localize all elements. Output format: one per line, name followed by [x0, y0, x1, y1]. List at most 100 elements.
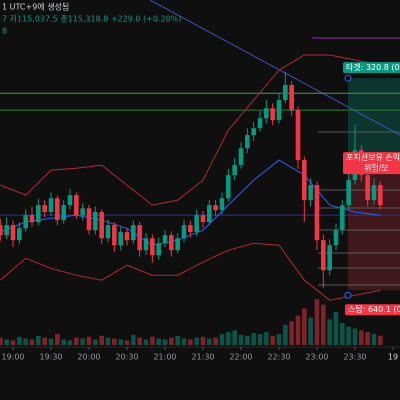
- volume-bar: [55, 334, 60, 345]
- candle-body: [257, 118, 263, 129]
- volume-bar: [314, 299, 320, 345]
- volume-bar: [289, 321, 294, 345]
- volume-bar: [194, 337, 199, 345]
- candle-body: [289, 85, 294, 111]
- volume-bar: [200, 336, 206, 345]
- candle-body: [143, 238, 149, 251]
- volume-bar: [302, 308, 307, 345]
- candle-body: [308, 185, 313, 201]
- volume-bar: [4, 339, 9, 345]
- volume-bar: [213, 337, 218, 345]
- candle-body: [112, 225, 117, 246]
- volume-bar: [99, 335, 104, 345]
- volume-bar: [156, 338, 161, 345]
- stop-handle: [344, 291, 352, 299]
- candle-body: [0, 225, 3, 236]
- candle-body: [86, 208, 92, 231]
- candle-body: [188, 225, 193, 233]
- candle-body: [181, 225, 187, 239]
- volume-bar: [219, 334, 225, 345]
- volume-bar: [131, 334, 136, 345]
- volume-bar: [169, 337, 174, 345]
- x-tick-label: 21:30: [191, 353, 214, 362]
- candle-body: [23, 215, 28, 229]
- candle-body: [371, 185, 377, 201]
- volume-bar: [36, 335, 41, 345]
- volume-bar: [264, 332, 269, 345]
- volume-bar: [86, 336, 92, 345]
- candle-body: [365, 175, 370, 201]
- candle-body: [302, 160, 307, 201]
- volume-bar: [226, 332, 231, 345]
- volume-bar: [143, 339, 149, 345]
- rr-label: 위험/보: [364, 164, 389, 173]
- candle-body: [283, 85, 288, 101]
- volume-bar: [124, 340, 130, 345]
- candle-body: [333, 230, 339, 246]
- volume-bar: [0, 337, 3, 345]
- candle-body: [232, 165, 237, 176]
- volume-bar: [188, 339, 193, 345]
- candle-body: [4, 225, 9, 236]
- candle-body: [169, 235, 174, 251]
- header-line1: 1 UTC+9에 생성됨: [2, 2, 69, 12]
- volume-bar: [29, 339, 35, 345]
- candle-body: [80, 208, 85, 216]
- volume-bar: [295, 315, 301, 345]
- x-tick-label: 19:00: [1, 353, 24, 362]
- volume-bar: [352, 328, 358, 345]
- target-label-box: [343, 62, 400, 74]
- volume-bar: [308, 317, 313, 345]
- candle-body: [67, 195, 73, 206]
- x-tick-label: 22:30: [267, 353, 290, 362]
- volume-bar: [238, 334, 244, 345]
- x-tick-label: 19: [388, 353, 398, 362]
- candle-body: [55, 198, 60, 221]
- candle-body: [276, 100, 282, 121]
- candle-body: [162, 235, 168, 244]
- volume-bar: [112, 338, 117, 345]
- candle-body: [378, 185, 383, 206]
- volume-bar: [371, 334, 377, 345]
- trend-line: [149, 0, 400, 136]
- x-tick-label: 22:00: [229, 353, 252, 362]
- candle-body: [207, 205, 212, 223]
- volume-bar: [251, 333, 256, 345]
- volume-bar: [276, 334, 282, 345]
- volume-bar: [359, 330, 364, 345]
- band-line: [0, 242, 381, 301]
- candle-body: [226, 175, 231, 199]
- target-handle: [344, 74, 352, 82]
- volume-bar: [333, 312, 339, 345]
- volume-bar: [270, 335, 275, 345]
- stop-label: 스탑: 640.1 (0.55%): [348, 305, 400, 314]
- candle-body: [99, 212, 104, 239]
- target-label: 타겟: 320.8 (0.28%): [346, 63, 400, 72]
- candle-body: [156, 243, 161, 256]
- volume-bar: [17, 336, 22, 345]
- target-zone: [348, 78, 400, 161]
- candle-body: [124, 232, 130, 241]
- volume-bar: [23, 338, 28, 345]
- candle-body: [219, 198, 225, 211]
- candle-body: [346, 180, 351, 206]
- volume-bar: [245, 335, 250, 345]
- candle-body: [42, 205, 47, 213]
- volume-bar: [283, 324, 288, 345]
- candle-body: [17, 228, 22, 241]
- volume-bar: [10, 340, 16, 345]
- candle-body: [340, 205, 345, 231]
- volume-bar: [93, 339, 98, 345]
- header-line3: 8: [2, 27, 7, 36]
- volume-bar: [257, 334, 263, 345]
- x-tick-label: 19:30: [39, 353, 62, 362]
- volume-bar: [365, 332, 370, 345]
- candle-body: [270, 108, 275, 121]
- candle-body: [36, 205, 41, 223]
- stop-label-box: [345, 304, 400, 316]
- volume-bar: [378, 335, 383, 345]
- volume-bar: [150, 336, 155, 345]
- volume-bar: [327, 319, 332, 345]
- volume-bar: [74, 337, 79, 345]
- x-tick-label: 23:00: [305, 353, 328, 362]
